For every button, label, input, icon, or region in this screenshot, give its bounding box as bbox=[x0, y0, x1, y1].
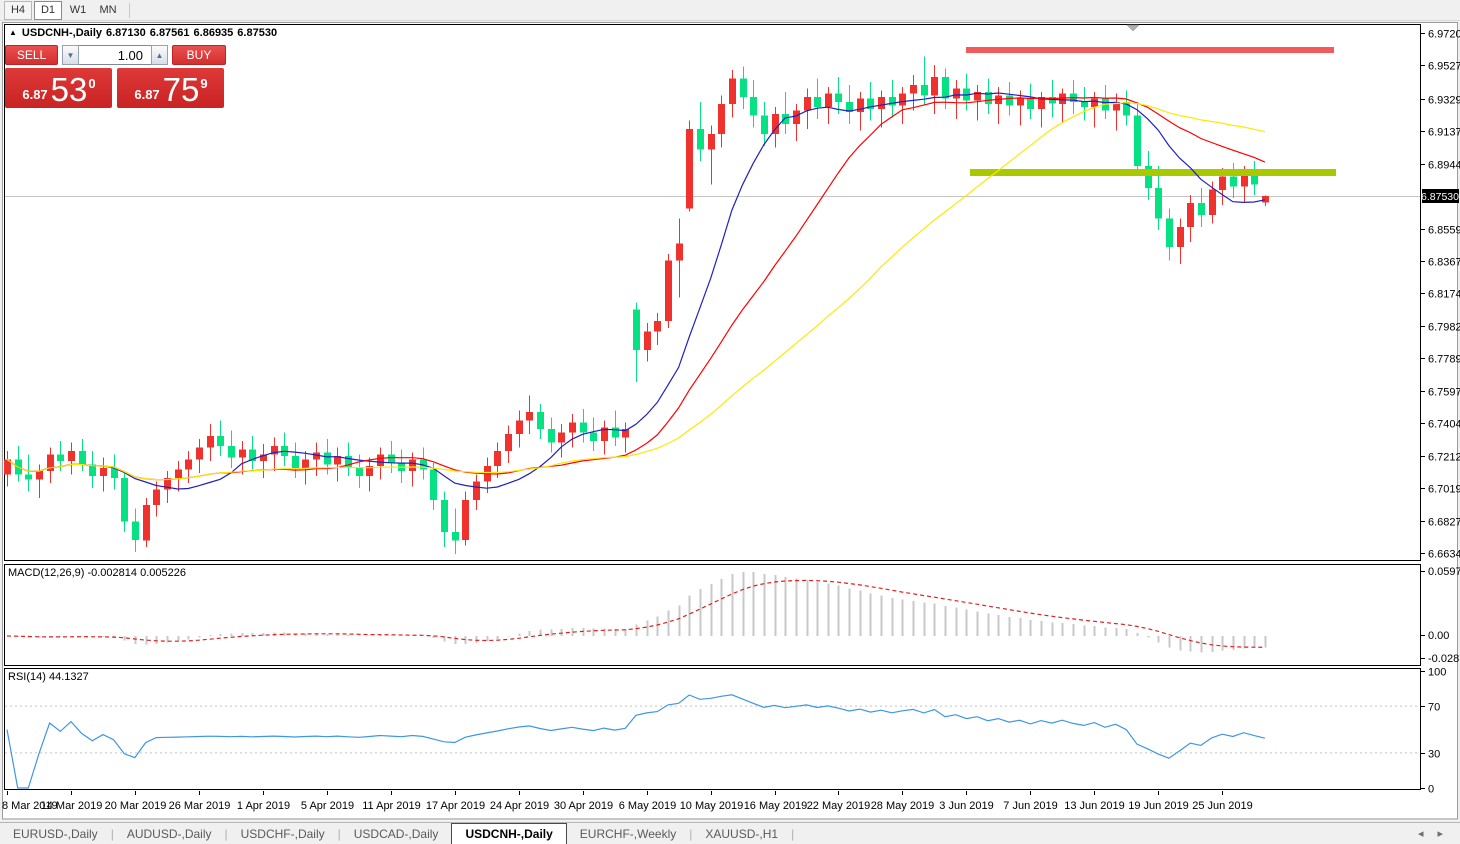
tabs-scroll-left-button[interactable]: ◂ bbox=[1417, 828, 1424, 840]
svg-text:100: 100 bbox=[1428, 667, 1446, 679]
chevron-up-icon: ▲ bbox=[155, 50, 164, 60]
svg-text:6.75970: 6.75970 bbox=[1428, 387, 1460, 399]
macd-indicator-label: MACD(12,26,9) -0.002814 0.005226 bbox=[8, 567, 186, 579]
sell-button[interactable]: SELL bbox=[5, 45, 58, 65]
toolbar-separator bbox=[129, 2, 130, 18]
tab-separator: | bbox=[110, 826, 114, 841]
buy-price-prefix: 6.87 bbox=[134, 87, 160, 102]
svg-text:6 May 2019: 6 May 2019 bbox=[619, 800, 676, 812]
svg-text:1 Apr 2019: 1 Apr 2019 bbox=[237, 800, 290, 812]
buy-price-sup: 9 bbox=[200, 76, 208, 91]
tab-usdcnh-daily[interactable]: USDCNH-,Daily bbox=[451, 823, 567, 844]
svg-text:6.85595: 6.85595 bbox=[1428, 225, 1460, 237]
svg-text:22 May 2019: 22 May 2019 bbox=[807, 800, 871, 812]
svg-text:70: 70 bbox=[1428, 702, 1440, 714]
svg-text:0.00: 0.00 bbox=[1428, 630, 1449, 642]
buy-button[interactable]: BUY bbox=[172, 45, 226, 65]
svg-text:6.93295: 6.93295 bbox=[1428, 95, 1460, 107]
svg-text:6.72120: 6.72120 bbox=[1428, 452, 1460, 464]
svg-text:6.70195: 6.70195 bbox=[1428, 484, 1460, 496]
svg-text:20 Mar 2019: 20 Mar 2019 bbox=[105, 800, 167, 812]
chart-symbol-label: USDCNH-,Daily bbox=[21, 27, 102, 39]
rsi-indicator-label: RSI(14) 44.1327 bbox=[8, 671, 89, 683]
ohlc-low: 6.86935 bbox=[193, 27, 234, 39]
ohlc-close: 6.87530 bbox=[237, 27, 278, 39]
timeframe-h4-button[interactable]: H4 bbox=[4, 0, 32, 20]
tab-separator: | bbox=[224, 826, 228, 841]
tab-audusd-daily[interactable]: AUDUSD-,Daily bbox=[126, 826, 212, 841]
svg-text:11 Apr 2019: 11 Apr 2019 bbox=[362, 800, 421, 812]
svg-text:6.83670: 6.83670 bbox=[1428, 257, 1460, 269]
chevron-down-icon: ▼ bbox=[66, 50, 75, 60]
volume-decrease-button[interactable]: ▼ bbox=[62, 45, 79, 65]
ohlc-open: 6.87130 bbox=[106, 27, 146, 39]
tab-scroll-arrows: ◂ ▸ bbox=[1411, 823, 1460, 844]
tab-separator: | bbox=[791, 826, 795, 841]
svg-text:17 Apr 2019: 17 Apr 2019 bbox=[426, 800, 485, 812]
svg-text:0.059758: 0.059758 bbox=[1428, 566, 1460, 578]
svg-text:6.79820: 6.79820 bbox=[1428, 322, 1460, 334]
svg-text:14 Mar 2019: 14 Mar 2019 bbox=[41, 800, 103, 812]
tab-eurchf-weekly[interactable]: EURCHF-,Weekly bbox=[579, 826, 677, 841]
tab-usdcad-daily[interactable]: USDCAD-,Daily bbox=[353, 826, 439, 841]
sell-price-big: 53 bbox=[50, 71, 88, 108]
svg-text:6.95275: 6.95275 bbox=[1428, 61, 1460, 73]
ohlc-high: 6.87561 bbox=[149, 27, 190, 39]
svg-text:6.68270: 6.68270 bbox=[1428, 517, 1460, 529]
chart-tab-bar: EURUSD-,Daily | AUDUSD-,Daily | USDCHF-,Da… bbox=[0, 822, 1460, 844]
svg-text:6.91370: 6.91370 bbox=[1428, 127, 1460, 139]
buy-price-display[interactable]: 6.87 75 9 bbox=[117, 68, 224, 108]
svg-text:19 Jun 2019: 19 Jun 2019 bbox=[1128, 800, 1189, 812]
volume-input[interactable] bbox=[79, 45, 151, 65]
svg-text:6.89445: 6.89445 bbox=[1428, 160, 1460, 172]
tab-eurusd-daily[interactable]: EURUSD-,Daily bbox=[13, 826, 98, 841]
svg-text:3 Jun 2019: 3 Jun 2019 bbox=[939, 800, 993, 812]
svg-text:13 Jun 2019: 13 Jun 2019 bbox=[1064, 800, 1125, 812]
tab-xauusd-h1[interactable]: XAUUSD-,H1 bbox=[705, 826, 779, 841]
tab-separator: | bbox=[689, 826, 693, 841]
svg-text:6.77895: 6.77895 bbox=[1428, 354, 1460, 366]
svg-text:0: 0 bbox=[1428, 784, 1434, 796]
sell-price-sup: 0 bbox=[88, 76, 96, 91]
svg-text:8 Mar 2019: 8 Mar 2019 bbox=[2, 800, 58, 812]
timeframe-w1-button[interactable]: W1 bbox=[69, 4, 87, 16]
svg-text:6.74045: 6.74045 bbox=[1428, 419, 1460, 431]
sell-price-prefix: 6.87 bbox=[22, 87, 48, 102]
svg-text:5 Apr 2019: 5 Apr 2019 bbox=[301, 800, 354, 812]
svg-text:30: 30 bbox=[1428, 749, 1440, 761]
svg-text:10 May 2019: 10 May 2019 bbox=[680, 800, 744, 812]
svg-text:6.66345: 6.66345 bbox=[1428, 549, 1460, 561]
timeframe-d1-button[interactable]: D1 bbox=[34, 0, 62, 20]
svg-text:26 Mar 2019: 26 Mar 2019 bbox=[169, 800, 231, 812]
panel-collapse-icon[interactable]: ▲ bbox=[9, 28, 17, 37]
chart-title: ▲ USDCNH-,Daily 6.87130 6.87561 6.86935 6.875… bbox=[9, 27, 281, 39]
timeframe-mn-button[interactable]: MN bbox=[99, 4, 117, 16]
tab-usdchf-daily[interactable]: USDCHF-,Daily bbox=[240, 826, 325, 841]
svg-text:6.87530: 6.87530 bbox=[1421, 191, 1459, 203]
sell-price-display[interactable]: 6.87 53 0 bbox=[5, 68, 112, 108]
svg-text:6.81745: 6.81745 bbox=[1428, 289, 1460, 301]
tab-separator: | bbox=[337, 826, 341, 841]
svg-text:16 May 2019: 16 May 2019 bbox=[744, 800, 808, 812]
svg-text:30 Apr 2019: 30 Apr 2019 bbox=[554, 800, 613, 812]
buy-price-big: 75 bbox=[162, 71, 200, 108]
tabs-scroll-right-button[interactable]: ▸ bbox=[1437, 828, 1443, 840]
svg-text:28 May 2019: 28 May 2019 bbox=[871, 800, 935, 812]
svg-text:7 Jun 2019: 7 Jun 2019 bbox=[1003, 800, 1057, 812]
timeframe-toolbar: H4 D1 W1 MN bbox=[0, 0, 1460, 21]
svg-text:25 Jun 2019: 25 Jun 2019 bbox=[1192, 800, 1253, 812]
volume-increase-button[interactable]: ▲ bbox=[151, 45, 168, 65]
svg-text:24 Apr 2019: 24 Apr 2019 bbox=[490, 800, 549, 812]
svg-text:-0.02816: -0.02816 bbox=[1428, 653, 1460, 665]
svg-text:6.97200: 6.97200 bbox=[1428, 29, 1460, 41]
